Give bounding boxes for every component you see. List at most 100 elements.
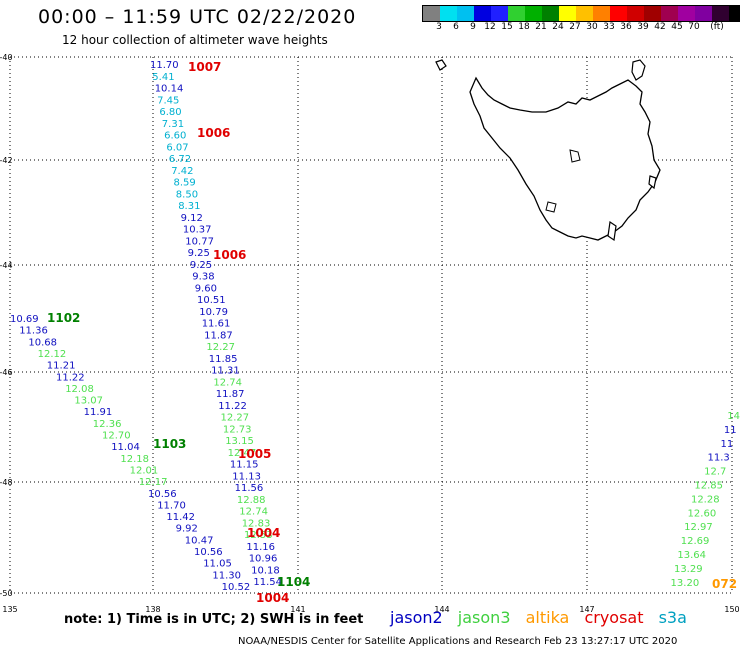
- bruny-island: [607, 220, 617, 242]
- color-scale-label: 12: [484, 22, 496, 32]
- color-swatch: [695, 6, 712, 21]
- wave-height-value: 11: [720, 439, 733, 450]
- wave-height-value: 12.97: [684, 522, 713, 533]
- color-scale-label: 36: [620, 22, 632, 32]
- color-scale-label: 33: [603, 22, 615, 32]
- latitude-label: -48: [0, 478, 13, 487]
- wave-height-value: 11.05: [203, 559, 232, 570]
- wave-height-value: 10.14: [155, 84, 184, 95]
- latitude-label: -50: [0, 589, 13, 598]
- latitude-label: -40: [0, 53, 13, 62]
- color-scale-label: 70: [688, 22, 700, 32]
- footer-credit: NOAA/NESDIS Center for Satellite Applica…: [238, 636, 678, 647]
- wave-height-value: 11.87: [204, 330, 233, 341]
- lake-great: [569, 149, 581, 163]
- color-swatch: [678, 6, 695, 21]
- tasmania-coastline: [435, 59, 661, 242]
- wave-height-value: 11.15: [230, 460, 259, 471]
- wave-height-value: 6.07: [166, 142, 188, 153]
- color-scale-label: 21: [535, 22, 547, 32]
- color-swatch: [491, 6, 508, 21]
- wave-height-tracks: 11.705.4110.147.456.807.316.606.076.727.…: [10, 60, 740, 593]
- flinders-island: [631, 59, 646, 81]
- wave-height-value: 12.47: [228, 448, 257, 459]
- satellite-legend: jason2 jason3 altika cryosat s3a: [390, 608, 697, 627]
- wave-height-value: 10.18: [251, 565, 280, 576]
- page-title: 00:00 – 11:59 UTC 02/22/2020: [38, 6, 357, 28]
- longitude-label: 147: [579, 605, 594, 614]
- pass-time-label: 1004: [247, 526, 280, 540]
- color-swatch: [525, 6, 542, 21]
- wave-height-value: 11.04: [111, 442, 140, 453]
- legend-cryosat: cryosat: [584, 608, 644, 627]
- wave-height-value: 12.08: [65, 384, 94, 395]
- lat-lon-grid: [9, 56, 733, 594]
- wave-height-value: 12.18: [120, 454, 149, 465]
- wave-height-value: 6.72: [169, 154, 191, 165]
- wave-height-value: 9.92: [176, 524, 198, 535]
- pass-time-label: 1006: [213, 248, 246, 262]
- wave-height-value: 10.79: [199, 307, 228, 318]
- wave-height-value: 12.83: [242, 518, 271, 529]
- wave-height-value: 13.07: [74, 396, 103, 407]
- wave-height-value: 12.69: [681, 536, 710, 547]
- color-swatch: [610, 6, 627, 21]
- wave-height-value: 12.85: [694, 481, 723, 492]
- wave-height-value: 11.31: [211, 366, 240, 377]
- pass-time-label: 1104: [277, 575, 310, 589]
- pass-time-label: 1005: [238, 447, 271, 461]
- wave-height-value: 11.91: [84, 407, 113, 418]
- wave-height-value: 12.74: [239, 507, 268, 518]
- units-note: note: 1) Time is in UTC; 2) SWH is in fe…: [64, 612, 364, 627]
- color-scale-labels: 3 6 9 12 15 18 21 24 27 30 33 36 39 42 45 70 (ft): [422, 22, 740, 34]
- color-swatch: [423, 6, 440, 21]
- wave-height-value: 9.38: [192, 272, 214, 283]
- wave-height-value: 12.17: [139, 477, 168, 488]
- wave-height-value: 10.68: [28, 337, 57, 348]
- color-scale-label: 24: [552, 22, 564, 32]
- pass-time-labels: 1007 1006 1006 1102 1103 1005 1004 1104 1004 072: [47, 60, 737, 605]
- color-scale-label: (ft): [710, 22, 724, 32]
- wave-height-value: 12.73: [223, 424, 252, 435]
- color-scale-label: 27: [569, 22, 581, 32]
- legend-jason2: jason2: [390, 608, 443, 627]
- wave-height-value: 8.31: [178, 201, 200, 212]
- color-scale-bar: [422, 5, 740, 22]
- color-scale-label: 6: [453, 22, 459, 32]
- wave-height-value: 12.60: [688, 508, 717, 519]
- color-swatch: [508, 6, 525, 21]
- color-swatch: [576, 6, 593, 21]
- wave-height-value: 11.56: [235, 483, 264, 494]
- wave-height-value: 12.27: [206, 342, 235, 353]
- latitude-label: -46: [0, 368, 13, 377]
- wave-height-value: 11.3: [708, 453, 730, 464]
- color-scale-label: 45: [671, 22, 683, 32]
- color-scale-label: 30: [586, 22, 598, 32]
- longitude-label: 138: [145, 605, 160, 614]
- wave-height-value: 12.36: [93, 419, 122, 430]
- color-swatch: [661, 6, 678, 21]
- wave-height-value: 10.77: [185, 236, 214, 247]
- color-swatch: [593, 6, 610, 21]
- wave-height-value: 6.60: [164, 131, 186, 142]
- wave-height-value: 7.45: [157, 95, 179, 106]
- color-swatch: [542, 6, 559, 21]
- pass-time-label: 1102: [47, 311, 80, 325]
- color-swatch: [457, 6, 474, 21]
- wave-height-value: 13.15: [225, 436, 254, 447]
- wave-height-value: 11.30: [212, 570, 241, 581]
- longitude-label: 144: [434, 605, 449, 614]
- wave-height-value: 11.42: [166, 512, 195, 523]
- wave-height-value: 9.12: [181, 213, 203, 224]
- color-swatch: [712, 6, 729, 21]
- color-scale-label: 15: [501, 22, 513, 32]
- wave-height-value: 10.47: [185, 535, 214, 546]
- wave-height-value: 9.25: [190, 260, 212, 271]
- color-scale-label: 18: [518, 22, 530, 32]
- wave-height-value: 13.29: [674, 564, 703, 575]
- wave-height-value: 10.56: [194, 547, 223, 558]
- wave-height-value: 11.21: [47, 361, 76, 372]
- wave-height-value: 11: [724, 425, 737, 436]
- wave-height-value: 10.37: [183, 225, 212, 236]
